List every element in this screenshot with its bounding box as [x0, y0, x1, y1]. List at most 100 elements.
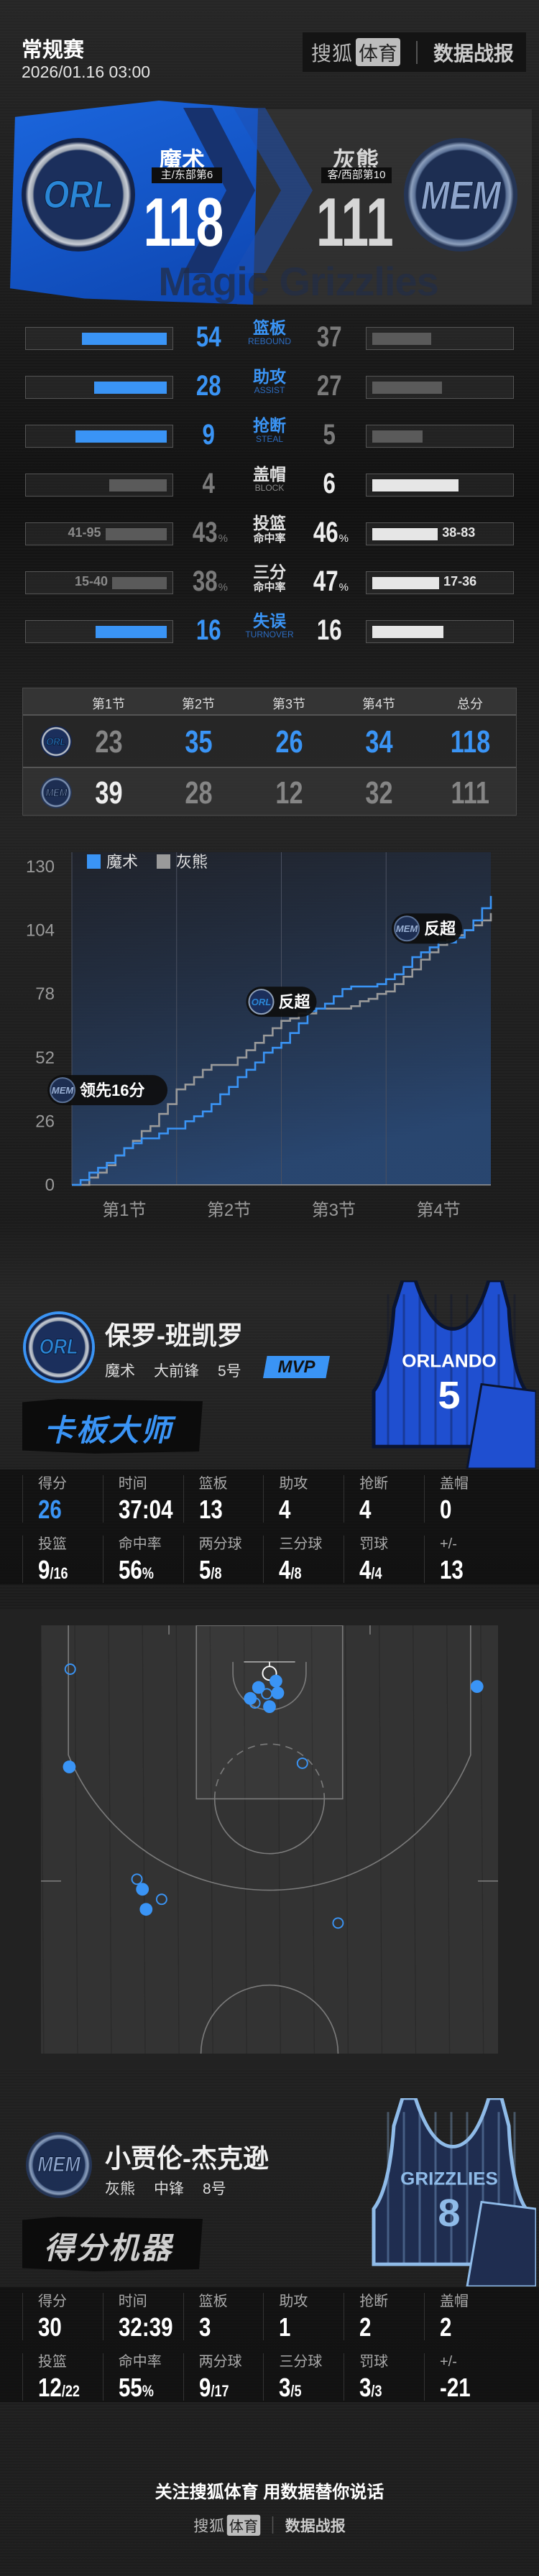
- shot-made: [244, 1691, 257, 1705]
- quarter-score: 35: [159, 724, 238, 760]
- stat-value-suffix: /22: [61, 2382, 80, 2400]
- home-value: 28: [195, 370, 221, 402]
- home-table-logo: ORL: [40, 726, 72, 757]
- player-team: 魔术: [105, 1363, 135, 1380]
- stat-value-main: 9: [198, 2373, 211, 2402]
- x-tick-label: 第4节: [416, 1201, 460, 1220]
- player-stat-value: 13: [199, 1495, 223, 1524]
- player-stat-value: 3/3: [359, 2373, 382, 2406]
- stat-label-cn: 盖帽: [253, 465, 286, 484]
- player-stat-label: 得分: [38, 1476, 67, 1492]
- stat-label-sub: 命中率: [253, 532, 286, 545]
- away-score-value: 111: [316, 184, 394, 261]
- player-stat-label: 三分球: [279, 2354, 323, 2370]
- home-stat-detail: 41-95: [68, 525, 101, 540]
- home-value: 16: [195, 614, 221, 646]
- away-bar-fill: [372, 430, 423, 443]
- player-stat-label: 命中率: [118, 1536, 162, 1552]
- quarter-score-table: 第1节 第2节 第3节 第4节 总分 ORL 23 35 26 34 118 MEM 39 28 12 32…: [22, 688, 517, 816]
- away-stat-value: 37: [300, 320, 358, 354]
- stat-value-suffix: /16: [50, 1564, 68, 1582]
- y-tick-label: 130: [26, 857, 55, 877]
- player-stat: 篮板 3: [183, 2293, 264, 2342]
- away-team-logo: MEM: [404, 138, 517, 251]
- player-stat: 盖帽 2: [424, 2293, 505, 2342]
- home-logo-text: ORL: [43, 173, 114, 217]
- player-team-logo: ORL: [26, 1314, 92, 1380]
- home-bar-fill: [112, 577, 167, 589]
- home-bar-fill: [94, 382, 167, 394]
- logo-text: ORL: [46, 735, 66, 748]
- quarter-score: 111: [430, 775, 510, 811]
- home-stat-value: 9: [180, 418, 237, 451]
- quarter-score: 28: [159, 775, 238, 811]
- player-stat-value: 3/5: [279, 2373, 301, 2406]
- player-info: 灰熊 中锋 8号: [105, 2177, 226, 2199]
- player-stats-bg: [0, 1469, 539, 1584]
- away-unit: %: [338, 532, 349, 545]
- shot-made: [271, 1686, 285, 1699]
- player-stat: +/- 13: [424, 1536, 505, 1584]
- player-stat: 时间 32:39: [102, 2293, 183, 2342]
- quarter-score: 12: [249, 775, 328, 811]
- player-stat: 命中率 55%: [102, 2353, 183, 2402]
- stat-label: 投篮 命中率: [241, 514, 298, 545]
- shot-made: [252, 1681, 265, 1694]
- away-bar-fill: [372, 626, 443, 638]
- player-stat-label: 盖帽: [440, 2294, 469, 2309]
- game-stage: 常规赛: [22, 39, 85, 62]
- stat-value-suffix: %: [142, 2382, 154, 2400]
- stat-value-main: 55: [118, 2373, 142, 2402]
- player-stat-label: 抢断: [359, 1476, 389, 1492]
- annotation-text: 反超: [279, 993, 311, 1011]
- player-stat: 助攻 1: [263, 2293, 344, 2342]
- stat-label: 盖帽 BLOCK: [241, 465, 298, 493]
- away-bar-fill: [372, 528, 438, 540]
- away-value: 47: [313, 565, 338, 597]
- player-stat-value: 9/17: [199, 2373, 229, 2406]
- shot-made: [63, 1760, 76, 1773]
- stat-label: 三分 命中率: [241, 563, 298, 594]
- home-stat-bar: 41-95: [25, 522, 173, 545]
- away-bar-fill: [372, 333, 431, 345]
- player-stat: 得分 26: [22, 1475, 103, 1524]
- jersey-wordmark: GRIZZLIES: [400, 2169, 498, 2189]
- player-stat-label: 盖帽: [440, 1476, 469, 1492]
- away-stat-bar: 17-36: [366, 571, 514, 594]
- court-wood-grain: [41, 1625, 45, 2054]
- away-score: 111: [301, 188, 409, 257]
- home-stat-value: 4: [180, 467, 237, 500]
- shot-missed: [131, 1873, 143, 1885]
- home-score-value: 118: [143, 184, 224, 261]
- player-jersey-image: ORLANDO 5: [372, 1280, 536, 1469]
- footer-slogan: 关注搜狐体育 用数据替你说话: [155, 2483, 384, 2502]
- series-line-orl: [72, 895, 492, 1186]
- footer-brand: 搜狐 体育 数据战报: [0, 2511, 539, 2539]
- home-bar-fill: [105, 528, 167, 540]
- player-stat-value: 1: [279, 2313, 290, 2342]
- player-stat-value: 4/4: [359, 1556, 382, 1588]
- away-stat-value: 47%: [300, 565, 358, 604]
- legend-swatch: [157, 854, 170, 869]
- away-stat-value: 46%: [300, 516, 358, 555]
- stat-label-cn: 抢断: [253, 416, 286, 435]
- away-stat-detail: 17-36: [443, 574, 477, 588]
- player-stat-label: 命中率: [118, 2354, 162, 2370]
- annotation-pill: [47, 1075, 168, 1106]
- rim: [262, 1666, 277, 1681]
- stat-value-main: 3: [359, 2373, 372, 2402]
- home-stat-detail: 15-40: [74, 574, 108, 588]
- legend-label: 灰熊: [176, 853, 208, 871]
- stat-value-main: 9: [38, 1555, 50, 1584]
- three-point-line: [68, 1625, 471, 1891]
- away-value: 16: [316, 614, 342, 646]
- stat-label-cn: 失误: [253, 611, 286, 630]
- y-tick-label: 26: [35, 1112, 55, 1131]
- home-stat-bar: 15-40: [25, 571, 173, 594]
- brand-report: 数据战报: [433, 42, 515, 65]
- stat-value-main: 12: [38, 2373, 62, 2402]
- quarter-score: 118: [430, 724, 510, 760]
- stat-value-suffix: /4: [371, 1564, 382, 1582]
- watermark-home: Magic: [158, 259, 270, 304]
- y-tick-label: 104: [26, 921, 55, 941]
